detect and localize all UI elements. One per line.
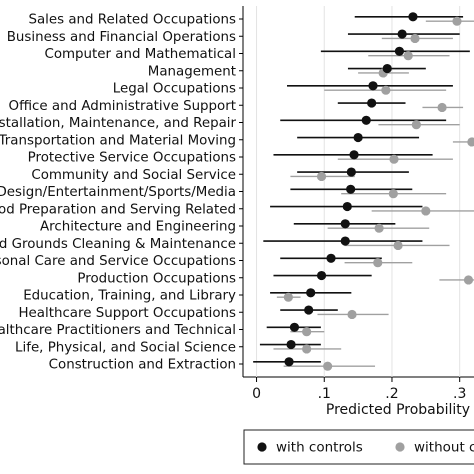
point-with-controls (368, 81, 378, 91)
point-with-controls (340, 219, 350, 229)
point-without-controls (316, 171, 327, 182)
point-without-controls (323, 361, 333, 371)
grid-lines (256, 6, 461, 377)
point-without-controls (302, 327, 312, 337)
point-with-controls (397, 29, 407, 39)
category-label: Transportation and Material Moving (0, 133, 236, 148)
category-label: Protective Service Occupations (28, 151, 236, 166)
category-label: Life, Physical, and Social Science (15, 340, 236, 355)
category-label: Legal Occupations (113, 82, 236, 97)
category-label: Construction and Extraction (49, 358, 236, 373)
point-without-controls (389, 154, 399, 164)
point-with-controls (316, 270, 327, 281)
point-with-controls (408, 12, 418, 22)
x-axis-title: Predicted Probability (326, 402, 470, 418)
point-with-controls (304, 305, 314, 315)
point-without-controls (421, 206, 431, 216)
category-label: Architecture and Engineering (40, 220, 236, 235)
point-with-controls (346, 184, 356, 194)
point-with-controls (349, 150, 359, 160)
point-with-controls (340, 236, 350, 246)
point-without-controls (347, 309, 357, 320)
point-without-controls (410, 33, 420, 44)
confidence-intervals (253, 15, 474, 367)
category-label: Management (148, 64, 236, 79)
category-label: Office and Administrative Support (9, 99, 236, 114)
point-with-controls (286, 339, 296, 350)
point-with-controls (382, 63, 392, 74)
legend-box (243, 429, 474, 465)
point-with-controls (284, 357, 294, 367)
category-label: Personal Care and Service Occupations (0, 254, 236, 269)
category-label: Sales and Related Occupations (28, 13, 236, 28)
x-tick-label-0: 0 (252, 386, 261, 402)
category-label: Education, Training, and Library (23, 289, 236, 304)
point-with-controls (394, 46, 405, 56)
point-with-controls (361, 115, 371, 125)
point-without-controls (411, 120, 421, 130)
x-tick-label-1: .1 (318, 386, 331, 402)
x-tick-label-3: .3 (453, 386, 466, 402)
category-label: Installation, Maintenance, and Repair (0, 116, 236, 131)
point-without-controls (302, 344, 312, 354)
point-without-controls (381, 85, 391, 95)
legend-marker-without-controls (395, 442, 405, 452)
point-without-controls (388, 189, 398, 199)
point-with-controls (353, 132, 363, 143)
point-without-controls (467, 137, 474, 147)
point-with-controls (367, 98, 377, 108)
legend-label-with-controls: with controls (276, 440, 363, 456)
point-without-controls (437, 102, 447, 113)
category-label: Building and Grounds Cleaning & Maintena… (0, 237, 236, 252)
category-label: Arts/Design/Entertainment/Sports/Media (0, 185, 236, 200)
point-estimates (283, 12, 474, 371)
point-without-controls (373, 258, 383, 268)
category-label: Computer and Mathematical (44, 47, 236, 62)
legend-label-without-controls: without controls (414, 440, 474, 456)
legend: with controls without controls (243, 429, 474, 465)
x-tick-label-2: .2 (385, 386, 398, 402)
point-with-controls (342, 201, 352, 212)
point-without-controls (403, 51, 413, 61)
category-labels: Sales and Related Occupations Business an… (0, 13, 243, 373)
category-label: Food Preparation and Serving Related (0, 202, 236, 217)
category-label: Healthcare Support Occupations (18, 306, 236, 321)
point-without-controls (283, 292, 293, 302)
point-with-controls (346, 167, 356, 177)
category-label: Business and Financial Operations (7, 30, 236, 45)
point-with-controls (306, 288, 316, 298)
category-label: Production Occupations (77, 271, 236, 286)
plot-frame (242, 6, 474, 378)
legend-marker-with-controls (257, 442, 267, 452)
category-label: Healthcare Practitioners and Technical (0, 323, 236, 338)
point-without-controls (393, 240, 403, 251)
point-with-controls (326, 253, 336, 263)
x-axis: 0 .1 .2 .3 (252, 377, 466, 402)
category-label: Community and Social Service (31, 168, 236, 183)
point-without-controls (452, 16, 462, 26)
point-without-controls (463, 275, 474, 285)
point-without-controls (374, 223, 384, 233)
point-with-controls (289, 322, 300, 332)
